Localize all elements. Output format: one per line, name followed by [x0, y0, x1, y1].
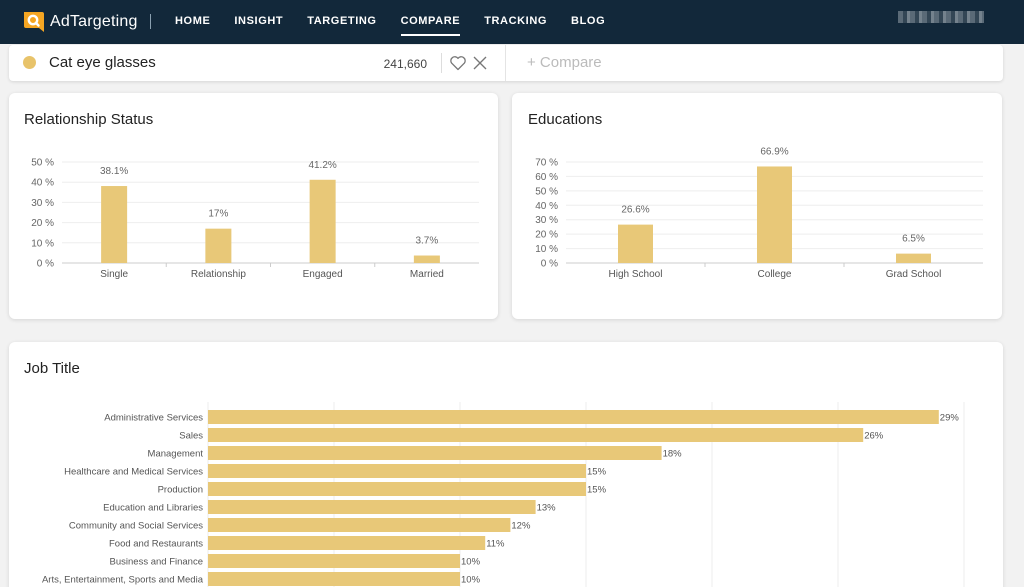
brand-name: AdTargeting: [50, 13, 138, 30]
y-category-label: Healthcare and Medical Services: [64, 467, 203, 478]
bar[interactable]: [208, 536, 486, 550]
x-tick-label: Grad School: [886, 269, 942, 280]
y-tick-label: 20 %: [535, 230, 558, 241]
bar[interactable]: [208, 410, 939, 424]
nav-item-home[interactable]: HOME: [175, 15, 211, 27]
bar-value-label: 29%: [940, 413, 960, 424]
x-tick-label: College: [758, 269, 792, 280]
series-color-dot: [23, 56, 36, 69]
y-tick-label: 70 %: [535, 158, 558, 169]
bar-value-label: 13%: [537, 503, 557, 514]
y-tick-label: 0 %: [37, 259, 54, 270]
y-tick-label: 50 %: [31, 158, 54, 169]
educations-card: Educations 0 % 10 % 20 % 30 % 40 % 50 % 60 % 70…: [512, 93, 1002, 319]
y-tick-label: 10 %: [535, 244, 558, 255]
bar-value-label: 15%: [587, 467, 607, 478]
bar[interactable]: [208, 482, 586, 496]
user-account-menu[interactable]: [898, 11, 984, 23]
relationship-status-title: Relationship Status: [24, 111, 154, 128]
bar-value-label: 12%: [511, 521, 531, 532]
bar-value-label: 26.6%: [621, 205, 649, 216]
compare-item-divider: [441, 53, 442, 73]
y-category-label: Arts, Entertainment, Sports and Media: [42, 575, 204, 586]
brand-logo[interactable]: AdTargeting: [20, 8, 138, 36]
bar[interactable]: [205, 228, 232, 263]
job-title-title: Job Title: [24, 360, 80, 377]
nav-item-insight[interactable]: INSIGHT: [234, 15, 284, 27]
bar-value-label: 18%: [663, 449, 683, 460]
nav-item-blog[interactable]: BLOG: [571, 15, 606, 27]
job-title-chart: Administrative Services 29% Sales 26% Manage…: [42, 402, 965, 587]
bar[interactable]: [208, 428, 864, 442]
bar-value-label: 6.5%: [902, 234, 925, 245]
close-icon[interactable]: [472, 55, 488, 71]
compare-bar: Cat eye glasses 241,660 + Compare: [9, 45, 1003, 81]
top-navigation: AdTargeting HOME INSIGHT TARGETING COMPARE T…: [0, 0, 1024, 44]
nav-item-compare[interactable]: COMPARE: [400, 0, 461, 44]
job-title-card: Job Title Administrative Services 29% Sale…: [9, 342, 1003, 587]
bar[interactable]: [208, 500, 536, 514]
x-tick-label: High School: [609, 269, 663, 280]
y-category-label: Food and Restaurants: [109, 539, 203, 550]
relationship-status-chart: 0 % 10 % 20 % 30 % 40 % 50 % 38.1% Single 17% Rel…: [31, 158, 479, 280]
bar-value-label: 11%: [486, 539, 505, 550]
y-category-label: Business and Finance: [110, 557, 203, 568]
educations-title: Educations: [528, 111, 603, 128]
bar-value-label: 26%: [864, 431, 884, 442]
educations-chart: 0 % 10 % 20 % 30 % 40 % 50 % 60 % 70 % 26.6% High…: [535, 146, 983, 280]
y-category-label: Education and Libraries: [103, 503, 203, 514]
bar-value-label: 3.7%: [415, 236, 438, 247]
nav-divider: [150, 14, 151, 29]
y-tick-label: 40 %: [31, 178, 54, 189]
y-category-label: Sales: [179, 431, 203, 442]
y-tick-label: 30 %: [535, 215, 558, 226]
relationship-status-card: Relationship Status 0 % 10 % 20 % 30 % 40 % 5…: [9, 93, 498, 319]
x-tick-label: Relationship: [191, 269, 246, 280]
y-category-label: Community and Social Services: [69, 521, 203, 532]
y-tick-label: 20 %: [31, 218, 54, 229]
bar-value-label: 66.9%: [760, 146, 788, 157]
y-tick-label: 0 %: [541, 259, 558, 270]
bar-value-label: 15%: [587, 485, 607, 496]
nav-item-targeting[interactable]: TARGETING: [307, 15, 377, 27]
audience-size: 241,660: [383, 57, 427, 71]
y-tick-label: 60 %: [535, 172, 558, 183]
y-tick-label: 10 %: [31, 238, 54, 249]
bar-value-label: 41.2%: [308, 160, 336, 171]
bar[interactable]: [208, 464, 586, 478]
bar[interactable]: [309, 179, 336, 263]
add-compare-button[interactable]: + Compare: [527, 54, 602, 71]
nav-item-tracking[interactable]: TRACKING: [484, 15, 548, 27]
x-tick-label: Engaged: [303, 269, 343, 280]
bar[interactable]: [208, 554, 460, 568]
bar-value-label: 10%: [461, 557, 481, 568]
nav-links: HOME INSIGHT TARGETING COMPARE TRACKING BLOG: [175, 0, 629, 44]
bar[interactable]: [101, 186, 128, 263]
compare-item-name: Cat eye glasses: [49, 54, 156, 71]
y-tick-label: 50 %: [535, 186, 558, 197]
y-category-label: Production: [158, 485, 203, 496]
compare-bar-separator: [505, 45, 506, 81]
bar[interactable]: [208, 572, 460, 586]
x-tick-label: Single: [100, 269, 128, 280]
bar[interactable]: [618, 224, 653, 263]
bar[interactable]: [757, 166, 792, 263]
y-category-label: Administrative Services: [104, 413, 203, 424]
heart-icon[interactable]: [449, 54, 467, 72]
bar[interactable]: [208, 518, 511, 532]
y-category-label: Management: [148, 449, 204, 460]
bar[interactable]: [413, 255, 440, 263]
bar-value-label: 38.1%: [100, 166, 128, 177]
x-tick-label: Married: [410, 269, 444, 280]
y-tick-label: 30 %: [31, 198, 54, 209]
bar[interactable]: [208, 446, 662, 460]
logo-icon: [20, 9, 46, 35]
bar-value-label: 17%: [208, 209, 228, 220]
y-tick-label: 40 %: [535, 201, 558, 212]
bar-value-label: 10%: [461, 575, 481, 586]
bar[interactable]: [896, 253, 931, 263]
